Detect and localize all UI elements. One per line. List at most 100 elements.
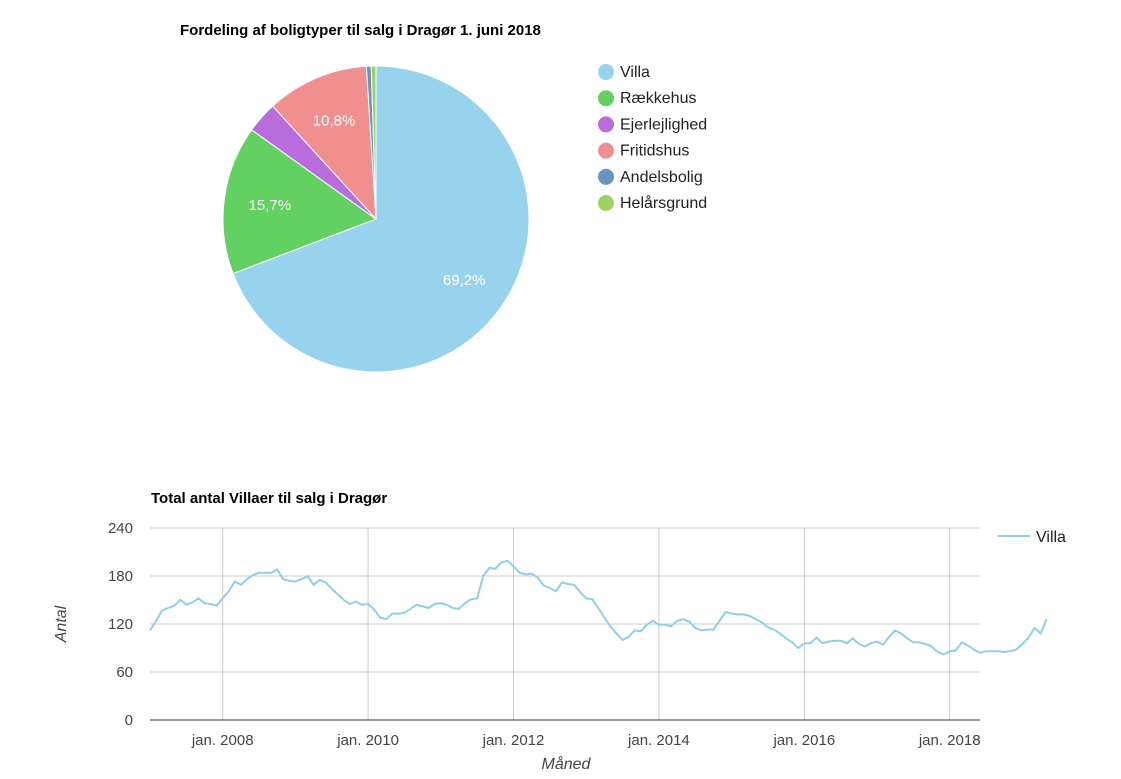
data-point[interactable] (899, 631, 903, 635)
data-point[interactable] (760, 620, 764, 624)
data-point[interactable] (772, 627, 776, 631)
data-point[interactable] (396, 611, 400, 615)
data-point[interactable] (729, 611, 733, 615)
data-point[interactable] (578, 590, 582, 594)
data-point[interactable] (251, 573, 255, 577)
legend-label-helaarsgrund[interactable]: Helårsgrund (620, 194, 707, 212)
data-point[interactable] (1020, 642, 1024, 646)
data-point[interactable] (239, 583, 243, 587)
data-point[interactable] (196, 596, 200, 600)
data-point[interactable] (838, 639, 842, 643)
data-point[interactable] (336, 592, 340, 596)
data-point[interactable] (923, 642, 927, 646)
data-point[interactable] (742, 612, 746, 616)
data-point[interactable] (414, 603, 418, 607)
data-point[interactable] (445, 603, 449, 607)
data-point[interactable] (426, 606, 430, 610)
data-point[interactable] (832, 639, 836, 643)
data-point[interactable] (372, 607, 376, 611)
data-point[interactable] (887, 635, 891, 639)
data-point[interactable] (529, 571, 533, 575)
data-point[interactable] (608, 624, 612, 628)
data-point[interactable] (408, 607, 412, 611)
data-point[interactable] (257, 571, 261, 575)
data-point[interactable] (796, 646, 800, 650)
data-point[interactable] (384, 617, 388, 621)
data-point[interactable] (281, 577, 285, 581)
data-point[interactable] (717, 619, 721, 623)
data-point[interactable] (784, 636, 788, 640)
data-point[interactable] (602, 615, 606, 619)
data-point[interactable] (651, 619, 655, 623)
data-point[interactable] (960, 640, 964, 644)
data-point[interactable] (748, 614, 752, 618)
data-point[interactable] (390, 611, 394, 615)
data-point[interactable] (954, 648, 958, 652)
data-point[interactable] (596, 606, 600, 610)
data-point[interactable] (814, 635, 818, 639)
series-line-villa[interactable] (149, 559, 1048, 656)
data-point[interactable] (184, 603, 188, 607)
data-point[interactable] (857, 642, 861, 646)
data-point[interactable] (317, 578, 321, 582)
data-point[interactable] (990, 649, 994, 653)
data-point[interactable] (475, 596, 479, 600)
data-point[interactable] (626, 635, 630, 639)
data-point[interactable] (305, 574, 309, 578)
data-point[interactable] (148, 628, 152, 632)
data-point[interactable] (202, 601, 206, 605)
data-point[interactable] (311, 583, 315, 587)
legend-label-andelsbolig[interactable]: Andelsbolig (620, 169, 703, 186)
data-point[interactable] (499, 560, 503, 564)
data-point[interactable] (875, 639, 879, 643)
data-point[interactable] (420, 604, 424, 608)
data-point[interactable] (233, 579, 237, 583)
data-point[interactable] (517, 571, 521, 575)
data-point[interactable] (941, 652, 945, 656)
data-point[interactable] (675, 619, 679, 623)
data-point[interactable] (978, 651, 982, 655)
data-point[interactable] (802, 641, 806, 645)
data-point[interactable] (808, 641, 812, 645)
data-point[interactable] (275, 567, 279, 571)
data-point[interactable] (342, 598, 346, 602)
data-point[interactable] (172, 603, 176, 607)
data-point[interactable] (590, 597, 594, 601)
data-point[interactable] (639, 629, 643, 633)
data-point[interactable] (905, 636, 909, 640)
data-point[interactable] (693, 626, 697, 630)
data-point[interactable] (330, 587, 334, 591)
data-point[interactable] (584, 596, 588, 600)
data-point[interactable] (972, 647, 976, 651)
data-point[interactable] (469, 597, 473, 601)
data-point[interactable] (299, 577, 303, 581)
data-point[interactable] (269, 571, 273, 575)
data-point[interactable] (536, 575, 540, 579)
data-point[interactable] (869, 641, 873, 645)
data-point[interactable] (657, 623, 661, 627)
data-point[interactable] (451, 606, 455, 610)
data-point[interactable] (1044, 617, 1048, 621)
data-point[interactable] (966, 643, 970, 647)
pie-slice-raekkehus[interactable] (222, 129, 378, 275)
data-point[interactable] (948, 649, 952, 653)
data-point[interactable] (681, 617, 685, 621)
data-point[interactable] (190, 600, 194, 604)
data-point[interactable] (754, 617, 758, 621)
data-point[interactable] (548, 586, 552, 590)
data-point[interactable] (826, 639, 830, 643)
data-point[interactable] (433, 602, 437, 606)
data-point[interactable] (663, 623, 667, 627)
data-point[interactable] (893, 628, 897, 632)
data-point[interactable] (778, 631, 782, 635)
legend-label-ejerlejlighed[interactable]: Ejerlejlighed (620, 116, 707, 133)
legend-label-villa[interactable]: Villa (1036, 529, 1066, 546)
data-point[interactable] (221, 596, 225, 600)
legend-label-raekkehus[interactable]: Rækkehus (620, 90, 696, 107)
data-point[interactable] (178, 598, 182, 602)
data-point[interactable] (505, 559, 509, 563)
data-point[interactable] (263, 571, 267, 575)
data-point[interactable] (457, 607, 461, 611)
data-point[interactable] (487, 566, 491, 570)
data-point[interactable] (917, 640, 921, 644)
